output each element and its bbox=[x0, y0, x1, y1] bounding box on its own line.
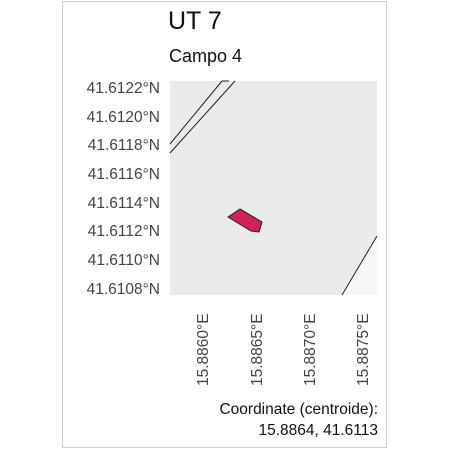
lat-tick-label: 41.6108°N bbox=[86, 281, 160, 298]
map-panel bbox=[170, 81, 377, 295]
lon-tick-label: 15.8875°E bbox=[355, 313, 372, 386]
map-subtitle: Campo 4 bbox=[169, 46, 243, 66]
lon-tick-label: 15.8860°E bbox=[195, 313, 212, 386]
road-line bbox=[341, 235, 378, 296]
lat-tick-label: 41.6122°N bbox=[86, 80, 160, 97]
lon-tick-label: 15.8870°E bbox=[302, 313, 319, 386]
lat-tick-label: 41.6120°N bbox=[86, 109, 160, 126]
centroid-value: 15.8864, 41.6113 bbox=[258, 422, 378, 439]
latitude-axis: 41.6122°N 41.6120°N 41.6118°N 41.6116°N … bbox=[0, 0, 160, 300]
lon-tick-label: 15.8865°E bbox=[249, 313, 266, 386]
lat-tick-label: 41.6110°N bbox=[87, 252, 160, 269]
parcel-polygon[interactable] bbox=[227, 208, 263, 233]
centroid-label: Coordinate (centroide): bbox=[219, 401, 378, 418]
centroid-caption: Coordinate (centroide): 15.8864, 41.6113 bbox=[219, 399, 378, 441]
lat-tick-label: 41.6116°N bbox=[87, 166, 160, 183]
road-line bbox=[169, 80, 223, 145]
lat-tick-label: 41.6118°N bbox=[87, 137, 160, 154]
map-title: UT 7 bbox=[168, 7, 222, 35]
lat-tick-label: 41.6114°N bbox=[87, 195, 160, 212]
lat-tick-label: 41.6112°N bbox=[87, 223, 160, 240]
road-line bbox=[169, 80, 236, 154]
